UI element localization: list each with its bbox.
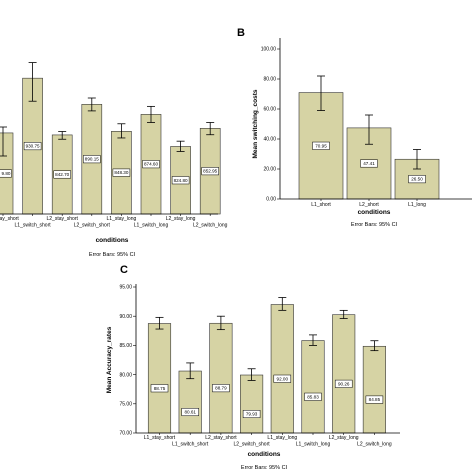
panel-b-category-label: L1_long bbox=[408, 202, 426, 208]
panel-a-value-box bbox=[112, 168, 131, 177]
panel-a-category-label: L2_switch_long bbox=[193, 223, 228, 229]
panel-b-chart: B Mean switching_costs 0.00 20.00 40.00 60.… bbox=[237, 27, 472, 228]
panel-c-y-tick-label: 80.00 bbox=[119, 372, 132, 378]
panel-c-value-box bbox=[242, 410, 261, 419]
panel-a-value-label: 874.60 bbox=[144, 162, 158, 167]
panel-b-y-tick-label: 60.00 bbox=[263, 107, 276, 113]
panel-c-bar-7 bbox=[332, 314, 356, 434]
panel-c-y-tick-label: 90.00 bbox=[119, 314, 132, 320]
panel-c-footnote: Error Bars: 95% CI bbox=[241, 465, 288, 471]
panel-a-value-box bbox=[142, 160, 160, 169]
panel-a-value-label: 824.80 bbox=[174, 178, 188, 183]
panel-c-category-label: L1_switch_long bbox=[296, 442, 331, 448]
panel-b-value-box bbox=[360, 159, 378, 168]
panel-b-y-tick-label: 40.00 bbox=[263, 137, 276, 143]
panel-c-value-label: 88.75 bbox=[154, 386, 166, 391]
panel-a-chart: 9.80 930.75 842.70 890.15 848.30 874.60 824.80… bbox=[0, 62, 228, 258]
panel-a-value-box bbox=[23, 142, 42, 151]
panel-c-value-box bbox=[212, 384, 230, 393]
panel-c-y-tick-label: 75.00 bbox=[119, 402, 132, 408]
panel-c-value-label: 88.79 bbox=[215, 386, 227, 391]
panel-c-bar-5 bbox=[270, 304, 294, 434]
panel-c-value-box bbox=[334, 379, 353, 388]
panel-b-category-label: L1_short bbox=[311, 202, 331, 208]
panel-a-category-label: L1_stay_long bbox=[107, 216, 137, 222]
panel-a-category-label: L1_switch_long bbox=[134, 223, 169, 229]
panel-a-category-label: L2_stay_short bbox=[46, 216, 78, 222]
panel-c-x-title: conditions bbox=[248, 451, 281, 458]
panel-c-value-label: 80.61 bbox=[184, 410, 196, 415]
panel-c-value-box bbox=[304, 392, 322, 401]
panel-a-value-label: 890.15 bbox=[85, 157, 99, 162]
panel-c-chart: C Mean Accuracy_rates 70.00 75.00 80.00 85.… bbox=[106, 264, 400, 471]
panel-a-value-box bbox=[171, 176, 190, 185]
panel-c-value-label: 84.85 bbox=[369, 397, 381, 402]
panel-a-footnote: Error Bars: 95% CI bbox=[89, 252, 136, 258]
panel-a-category-label: L1_stay_short bbox=[0, 216, 19, 222]
panel-b-footnote: Error Bars: 95% CI bbox=[351, 222, 398, 228]
panel-c-category-label: L1_stay_long bbox=[267, 435, 297, 441]
panel-c-y-title: Mean Accuracy_rates bbox=[106, 326, 113, 393]
panel-c-category-label: L2_switch_long bbox=[357, 442, 392, 448]
panel-c-value-label: 79.93 bbox=[246, 412, 258, 417]
panel-c-bar-8 bbox=[362, 345, 386, 434]
panel-b-y-tick-label: 20.00 bbox=[263, 167, 276, 173]
panel-b-y-tick-label: 80.00 bbox=[263, 77, 276, 83]
panel-a-value-label: 930.75 bbox=[26, 144, 40, 149]
panel-a-value-box bbox=[53, 170, 71, 179]
panel-b-value-label: 26.50 bbox=[411, 177, 423, 182]
panel-c-value-box bbox=[365, 395, 384, 404]
panel-b-value-box bbox=[312, 141, 330, 150]
panel-b-y-tick-label: 0.00 bbox=[266, 197, 276, 203]
panel-c-category-label: L2_switch_short bbox=[234, 442, 271, 448]
panel-c-value-box bbox=[150, 384, 169, 393]
panel-c-letter: C bbox=[120, 264, 128, 276]
panel-c-bar-4 bbox=[240, 374, 264, 434]
panel-c-y-tick-label: 95.00 bbox=[119, 285, 132, 291]
panel-a-value-label: 9.80 bbox=[2, 171, 11, 176]
panel-c-category-label: L1_switch_short bbox=[172, 442, 209, 448]
panel-c-value-label: 92.00 bbox=[277, 376, 289, 381]
panel-c-category-label: L2_stay_long bbox=[329, 435, 359, 441]
panel-b-letter: B bbox=[237, 27, 245, 39]
panel-a-category-label: L2_stay_long bbox=[166, 216, 196, 222]
panel-c-value-label: 90.26 bbox=[338, 381, 350, 386]
panel-a-value-label: 852.95 bbox=[203, 169, 217, 174]
panel-c-bar-3 bbox=[209, 322, 233, 434]
panel-c-bar-2 bbox=[178, 370, 202, 434]
panel-c-y-tick-label: 70.00 bbox=[119, 431, 132, 437]
panel-c-bar-6 bbox=[301, 340, 325, 434]
panel-b-value-label: 70.95 bbox=[315, 143, 327, 148]
panel-c-value-label: 85.83 bbox=[307, 394, 319, 399]
panel-b-value-label: 47.41 bbox=[363, 161, 375, 166]
panel-b-category-label: L2_short bbox=[359, 202, 379, 208]
panel-c-category-label: L1_stay_short bbox=[144, 435, 176, 441]
panel-c-category-label: L2_stay_short bbox=[205, 435, 237, 441]
panel-b-value-box bbox=[408, 175, 426, 184]
panel-b-y-title: Mean switching_costs bbox=[252, 89, 259, 158]
panel-a-value-box bbox=[201, 167, 219, 176]
panel-a-category-label: L1_switch_short bbox=[15, 223, 52, 229]
panel-b-x-title: conditions bbox=[358, 209, 391, 216]
panel-c-value-box bbox=[273, 374, 292, 383]
panel-a-category-label: L2_switch_short bbox=[74, 223, 111, 229]
panel-c-bar-1 bbox=[147, 323, 172, 434]
panel-a-value-label: 842.70 bbox=[55, 172, 69, 177]
panel-a-value-box bbox=[83, 155, 101, 164]
panel-a-value-box bbox=[0, 169, 12, 178]
panel-c-value-box bbox=[181, 408, 199, 417]
panel-c-y-tick-label: 85.00 bbox=[119, 343, 132, 349]
panel-a-value-label: 848.30 bbox=[114, 170, 128, 175]
panel-b-y-tick-label: 100.00 bbox=[261, 47, 277, 53]
panel-a-x-title: conditions bbox=[96, 237, 129, 244]
